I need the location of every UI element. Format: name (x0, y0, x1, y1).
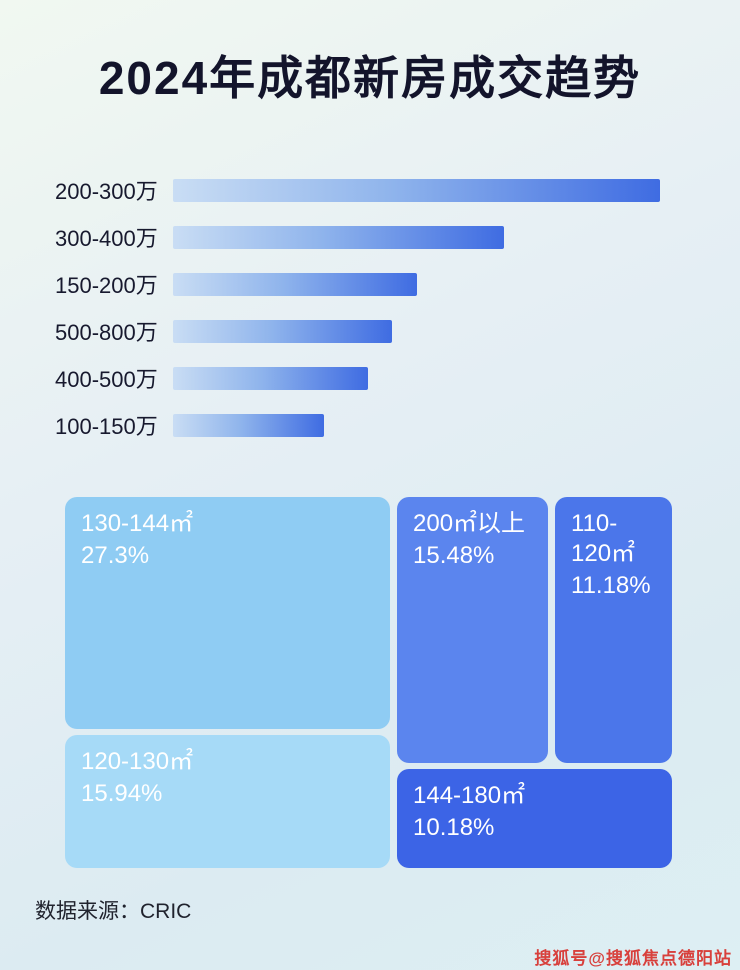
bar-track (173, 178, 660, 202)
bar-row: 150-200万 (55, 272, 695, 298)
watermark-text: 搜狐号@搜狐焦点德阳站 (534, 949, 732, 968)
bar (173, 272, 417, 296)
bar-category-label: 100-150万 (55, 414, 158, 439)
treemap-block-value: 11.18% (571, 572, 651, 599)
price-range-bar-chart: 200-300万 300-400万 150-200万 500-800万 400-500万… (55, 178, 695, 460)
data-source-note: 数据来源：CRIC (35, 900, 192, 923)
treemap-block-label: 120-130㎡ (81, 748, 194, 775)
bar-track (173, 413, 660, 437)
bar (173, 178, 660, 202)
treemap-block-label: 200㎡以上 (413, 510, 526, 537)
bar (173, 366, 368, 390)
bar-row: 500-800万 (55, 319, 695, 345)
treemap-block-label: 110-120㎡ (571, 510, 636, 567)
bar-row: 300-400万 (55, 225, 695, 251)
bar (173, 225, 505, 249)
bar-row: 200-300万 (55, 178, 695, 204)
treemap-block-value: 15.94% (81, 780, 163, 807)
bar (173, 413, 324, 437)
bar-row: 100-150万 (55, 413, 695, 439)
bar-category-label: 300-400万 (55, 226, 158, 251)
page-title: 2024年成都新房成交趋势 (98, 52, 642, 104)
bar-track (173, 319, 660, 343)
treemap-block-value: 10.18% (413, 814, 495, 841)
treemap-block-120-130: 120-130㎡ 15.94% (65, 735, 390, 868)
area-share-treemap: 130-144㎡ 27.3% 200㎡以上 15.48% 110-120㎡ 11… (65, 497, 672, 868)
treemap-block-200-plus: 200㎡以上 15.48% (397, 497, 548, 763)
treemap-block-label: 130-144㎡ (81, 510, 194, 537)
bar (173, 319, 393, 343)
bar-row: 400-500万 (55, 366, 695, 392)
treemap-block-label: 144-180㎡ (413, 782, 526, 809)
treemap-block-110-120: 110-120㎡ 11.18% (555, 497, 672, 763)
bar-category-label: 500-800万 (55, 320, 158, 345)
treemap-block-value: 27.3% (81, 542, 150, 569)
bar-category-label: 400-500万 (55, 367, 158, 392)
bar-category-label: 200-300万 (55, 179, 158, 204)
treemap-block-130-144: 130-144㎡ 27.3% (65, 497, 390, 729)
bar-category-label: 150-200万 (55, 273, 158, 298)
bar-track (173, 225, 660, 249)
treemap-block-144-180: 144-180㎡ 10.18% (397, 769, 672, 868)
treemap-block-value: 15.48% (413, 542, 495, 569)
bar-track (173, 272, 660, 296)
bar-track (173, 366, 660, 390)
